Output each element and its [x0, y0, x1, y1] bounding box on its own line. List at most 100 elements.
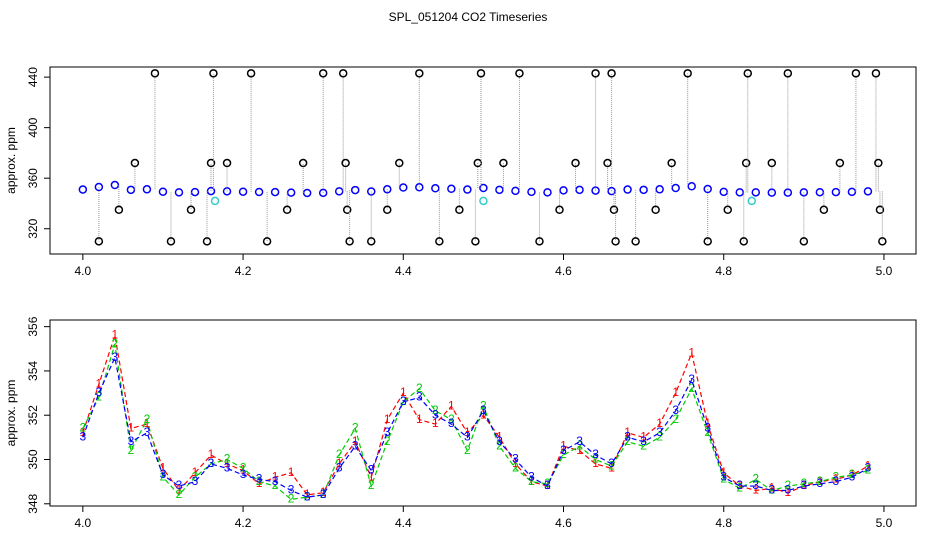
point-marker: 1 — [865, 458, 872, 472]
point — [298, 158, 308, 168]
point-marker: 3 — [560, 443, 567, 457]
point-marker: 2 — [224, 452, 231, 466]
point-marker: 3 — [432, 407, 439, 421]
point — [831, 187, 841, 197]
point — [607, 186, 616, 196]
point — [799, 188, 809, 197]
point — [495, 185, 504, 195]
point — [455, 205, 464, 215]
point — [302, 188, 312, 198]
point-marker: 2 — [496, 438, 503, 452]
point-marker: 2 — [736, 480, 743, 494]
y-tick-label: 356 — [26, 316, 40, 336]
point-marker: 3 — [304, 489, 311, 503]
point-marker: 2 — [176, 487, 183, 501]
point — [395, 158, 404, 168]
point-marker: 1 — [480, 407, 487, 421]
point — [202, 237, 212, 246]
point — [186, 205, 196, 215]
point-marker: 1 — [352, 434, 359, 448]
point-marker: 1 — [128, 421, 135, 435]
point — [703, 237, 712, 246]
point — [270, 187, 280, 197]
point-marker: 3 — [688, 372, 695, 386]
point-marker: 1 — [768, 480, 775, 494]
y-tick-label: 350 — [26, 449, 40, 469]
point — [499, 158, 508, 168]
point — [463, 185, 472, 194]
point-marker: 2 — [320, 487, 327, 501]
point-marker: 1 — [752, 483, 759, 497]
point-marker: 2 — [208, 456, 215, 470]
series-line — [82, 335, 869, 496]
x-tick-label: 4.2 — [235, 516, 252, 530]
point-marker: 2 — [640, 438, 647, 452]
point-marker: 1 — [320, 485, 327, 499]
point — [366, 237, 376, 246]
point-marker: 2 — [432, 403, 439, 417]
point-marker: 3 — [736, 478, 743, 492]
point-marker: 3 — [865, 461, 872, 475]
point-marker: 1 — [112, 328, 119, 342]
point-marker: 3 — [368, 463, 375, 477]
point-marker: 2 — [528, 474, 535, 488]
point-marker: 2 — [128, 443, 135, 457]
point — [631, 237, 640, 246]
point-marker: 1 — [672, 385, 679, 399]
point-marker: 2 — [336, 447, 343, 461]
point-marker: 2 — [352, 421, 359, 435]
point-marker: 1 — [576, 443, 583, 457]
point-marker: 2 — [608, 458, 615, 472]
point — [431, 184, 440, 193]
point-marker: 3 — [576, 434, 583, 448]
point-marker: 3 — [272, 474, 279, 488]
point-marker: 1 — [448, 399, 455, 413]
x-tick-label: 4.4 — [395, 516, 412, 530]
point-marker: 2 — [865, 463, 872, 477]
point-marker: 2 — [288, 492, 295, 506]
point — [262, 237, 272, 246]
point-marker: 2 — [560, 447, 567, 461]
point — [318, 69, 328, 78]
point-marker: 2 — [704, 425, 711, 439]
plot-frame — [49, 66, 917, 255]
point — [415, 69, 424, 78]
point — [222, 187, 232, 196]
point-marker: 3 — [752, 478, 759, 492]
point — [703, 184, 712, 194]
point-marker: 3 — [384, 425, 391, 439]
point — [166, 237, 176, 246]
point-marker: 3 — [96, 385, 103, 399]
y-tick-label: 354 — [26, 361, 40, 381]
point-marker: 1 — [688, 345, 695, 359]
point-marker: 1 — [592, 456, 599, 470]
point — [719, 187, 728, 197]
point-marker: 1 — [80, 425, 87, 439]
point-marker: 1 — [368, 469, 375, 483]
point — [342, 205, 352, 215]
point — [366, 187, 376, 196]
point-marker: 2 — [624, 434, 631, 448]
point-marker: 3 — [624, 430, 631, 444]
point-marker: 1 — [704, 416, 711, 430]
point-marker: 2 — [833, 469, 840, 483]
series-line — [82, 355, 869, 498]
point-marker: 2 — [688, 381, 695, 395]
point-marker: 1 — [288, 465, 295, 479]
point-marker: 2 — [592, 452, 599, 466]
point — [210, 196, 220, 206]
point-marker: 3 — [480, 403, 487, 417]
point-marker: 3 — [256, 472, 263, 486]
point — [723, 205, 732, 215]
point-marker: 3 — [592, 447, 599, 461]
point — [739, 237, 749, 246]
point-marker: 3 — [544, 478, 551, 492]
point-marker: 2 — [817, 474, 824, 488]
point — [609, 205, 619, 215]
point-marker: 1 — [736, 478, 743, 492]
point-marker: 3 — [112, 350, 119, 364]
point-marker: 2 — [80, 421, 87, 435]
point — [206, 186, 216, 196]
point — [415, 183, 424, 192]
